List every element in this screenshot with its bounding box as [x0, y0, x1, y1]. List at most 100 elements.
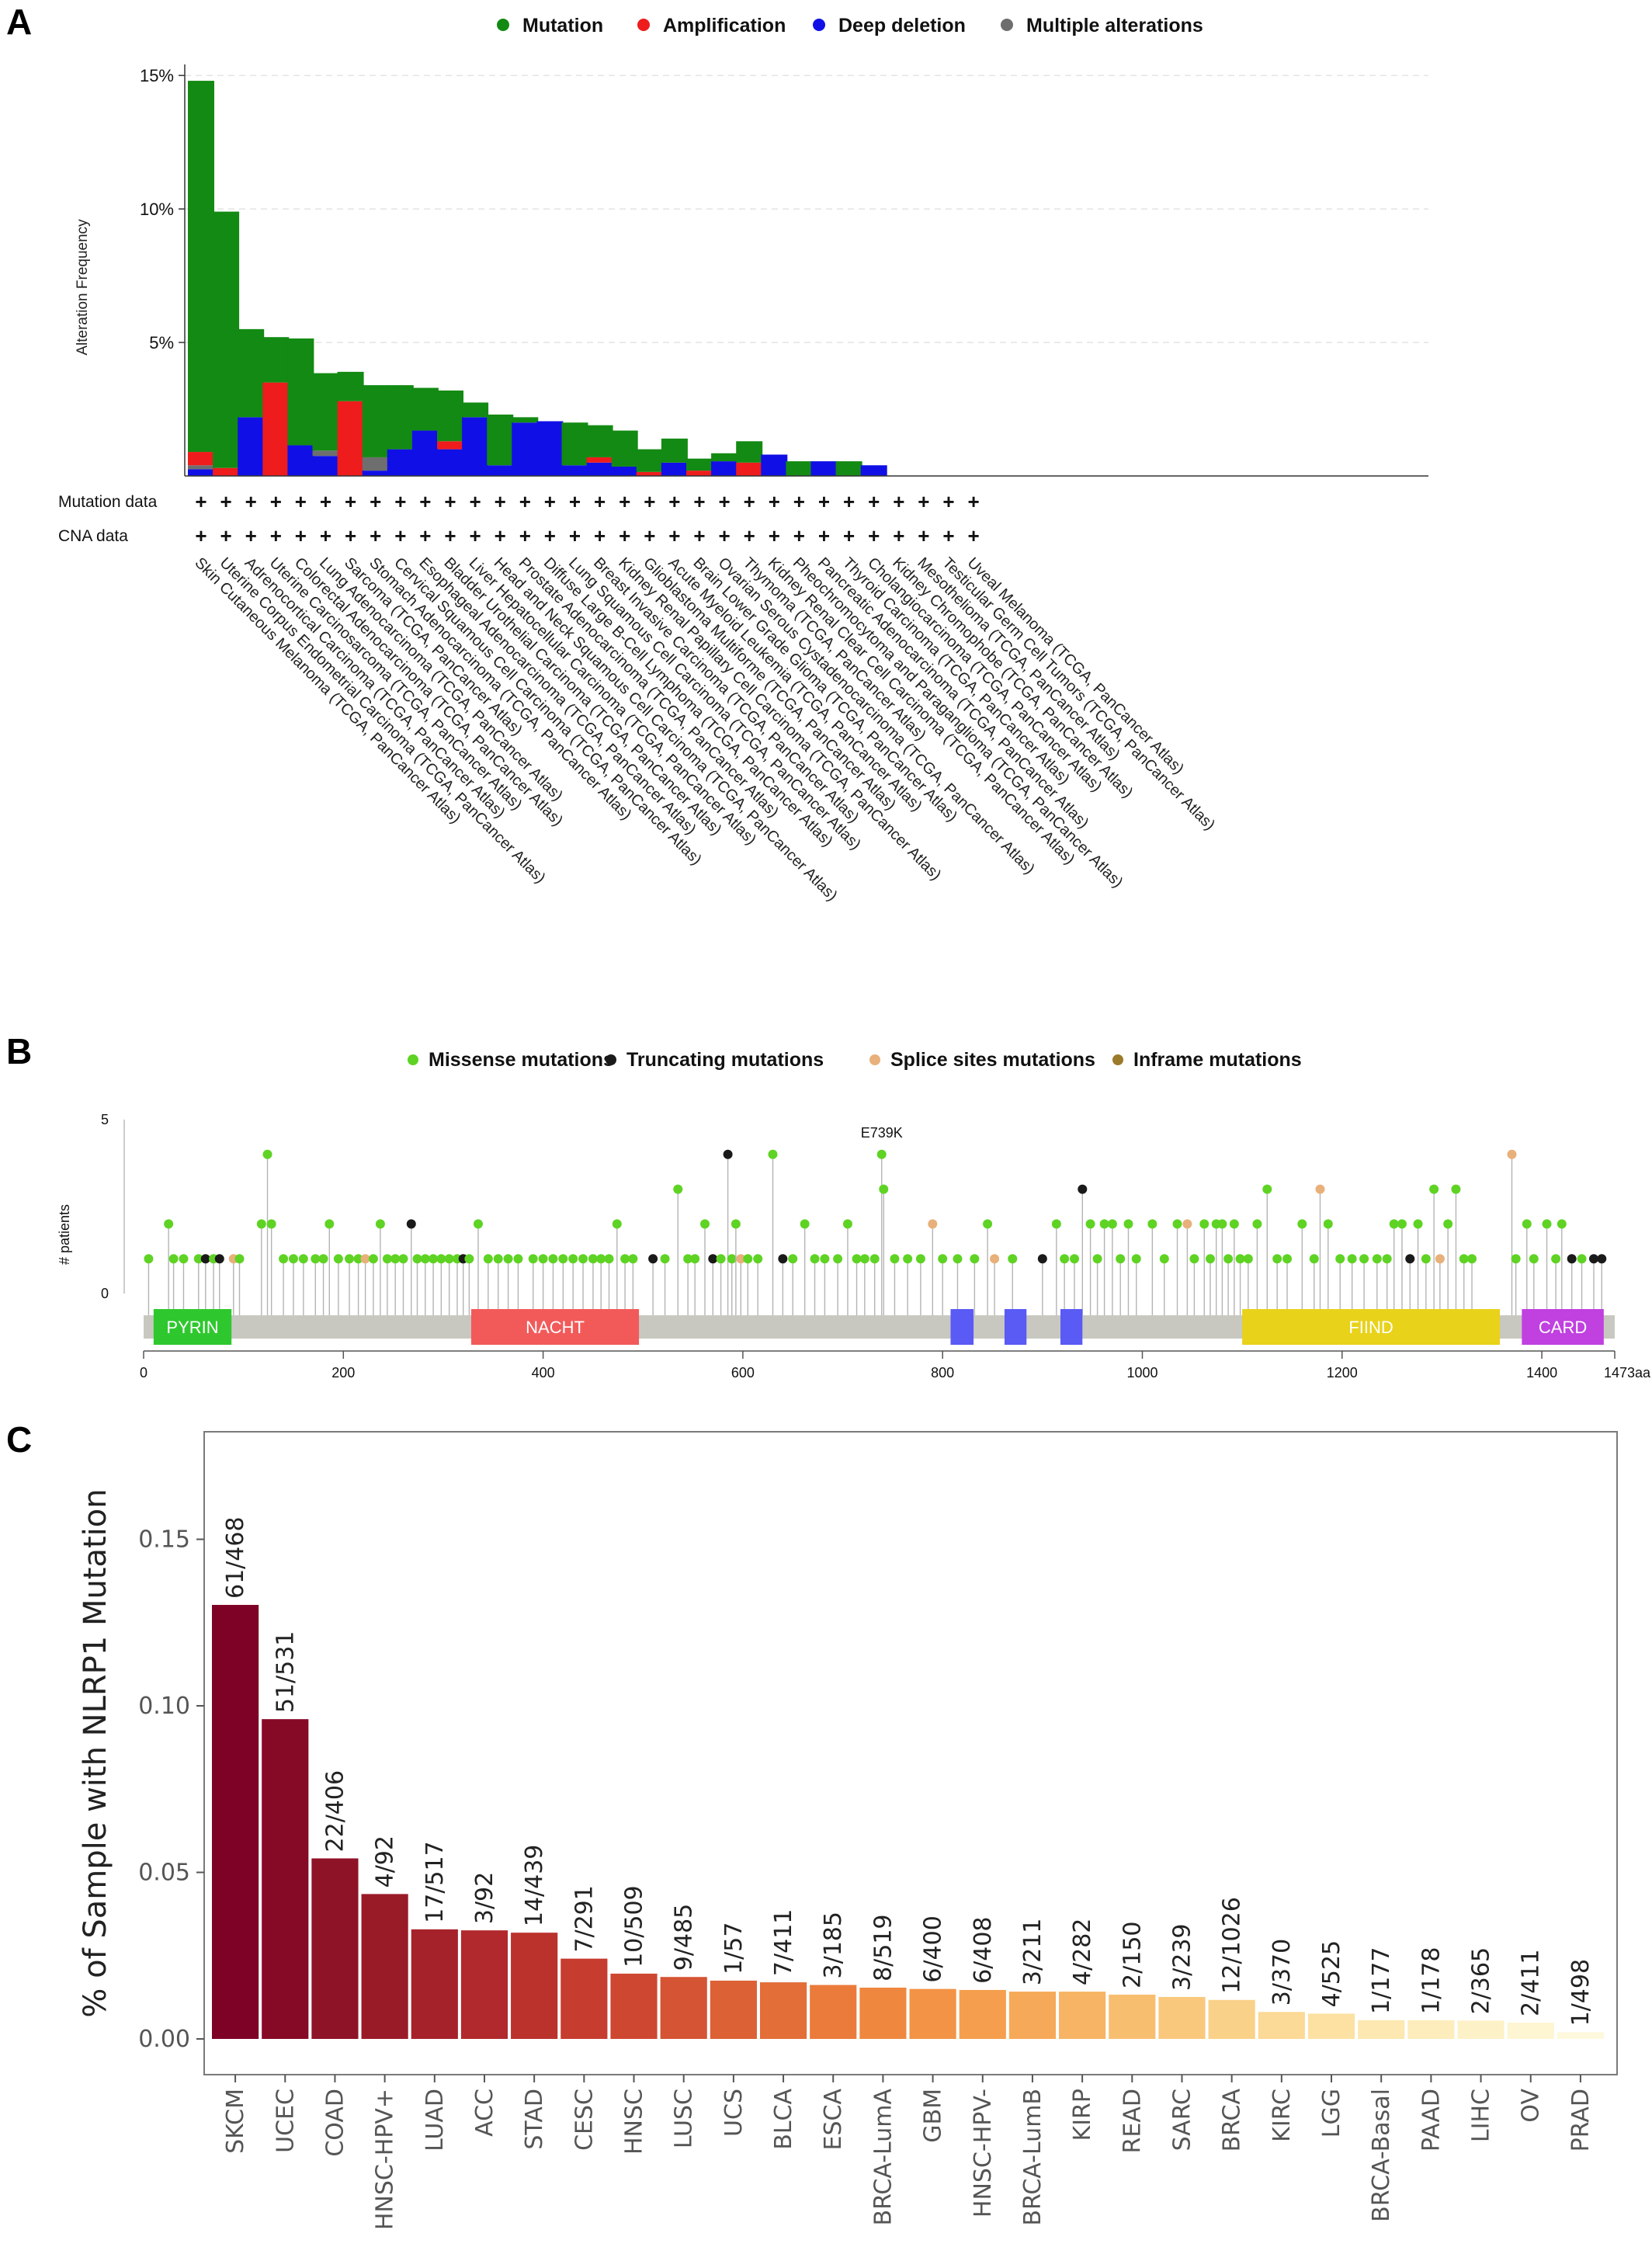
bar-label: 3/92: [471, 1872, 498, 1924]
row-marker: +: [519, 490, 531, 513]
lollipop-head: [398, 1254, 408, 1264]
lollipop-head: [1309, 1254, 1319, 1264]
lollipop-head: [1405, 1254, 1415, 1264]
row-marker: +: [470, 490, 481, 513]
bar-segment: [238, 328, 265, 418]
bar-segment: [362, 457, 389, 471]
bar-label: 2/150: [1119, 1921, 1146, 1988]
lollipop-head: [360, 1254, 370, 1264]
bar: [460, 1930, 508, 2039]
lollipop-head: [778, 1254, 788, 1264]
lollipop-head: [800, 1219, 810, 1229]
bar: [1307, 2013, 1355, 2039]
domain-label-0: PYRIN: [166, 1318, 218, 1337]
lollipop-head: [164, 1219, 174, 1229]
row-marker: +: [644, 490, 655, 513]
x-tick-label: SKCM: [222, 2089, 249, 2154]
lollipop-head: [1147, 1219, 1157, 1229]
lollipop-head: [1413, 1219, 1423, 1229]
domain-box-2: [950, 1309, 974, 1345]
bar: [311, 1858, 359, 2039]
lollipop-head: [200, 1254, 210, 1264]
row-marker: +: [569, 524, 581, 547]
lollipop-head: [1107, 1219, 1117, 1229]
bar-label: 4/282: [1069, 1919, 1096, 1985]
lollipop-head: [412, 1254, 422, 1264]
lollipop-head: [727, 1254, 737, 1264]
y-tick-label-5: 5: [101, 1112, 109, 1127]
row-marker: +: [918, 490, 929, 513]
x-tick-label: HNSC-HPV-: [970, 2089, 997, 2218]
lollipop-head: [548, 1254, 558, 1264]
lollipop-head: [648, 1254, 658, 1264]
row-marker: +: [270, 490, 282, 513]
y-tick-label-0: 5%: [149, 333, 174, 353]
row-marker: +: [569, 490, 581, 513]
row-marker: +: [668, 490, 680, 513]
lollipop-head: [1372, 1254, 1382, 1264]
legend-marker-2: [869, 1054, 880, 1065]
panel-c-axes: 0.00 0.05 0.10 0.15 SKCM UCEC COAD HNSC-HPV+ LUA…: [138, 1526, 1595, 2231]
lollipop-head: [716, 1254, 726, 1264]
lollipop-head: [753, 1254, 763, 1264]
domain-box-1: [470, 1309, 640, 1345]
panel-a-data-rows: Mutation data + + + + + + + + + + + + + + + + + + + + + + + + + + +…: [58, 490, 980, 547]
lollipop-head: [538, 1254, 548, 1264]
bar-segment: [711, 461, 738, 476]
x-tick-label-2: 400: [532, 1365, 555, 1381]
domain-box-3: [1004, 1309, 1027, 1345]
lollipop-head: [708, 1254, 718, 1264]
row-marker: +: [843, 524, 855, 547]
lollipop-head: [1205, 1254, 1215, 1264]
y-tick-label-1: 10%: [140, 200, 174, 219]
x-tick-label: KIRP: [1069, 2089, 1096, 2141]
bar-label: 3/185: [820, 1912, 847, 1978]
row-marker: +: [868, 524, 880, 547]
lollipop-head: [168, 1254, 179, 1264]
lollipop-head: [429, 1254, 439, 1264]
row-marker: +: [370, 490, 381, 513]
bar: [511, 1933, 558, 2039]
lollipop-head: [144, 1254, 154, 1264]
row-marker: +: [220, 490, 232, 513]
panel-b-letter: B: [6, 1031, 32, 1071]
lollipop-head: [596, 1254, 606, 1264]
row-marker: +: [495, 490, 506, 513]
bar-label: 51/531: [272, 1631, 299, 1714]
lollipop-head: [1315, 1184, 1325, 1194]
panel-b-lollipops: [144, 1149, 1607, 1315]
legend-marker-3: [1001, 19, 1013, 31]
bar: [1158, 1996, 1206, 2039]
bar-segment: [611, 430, 638, 467]
lollipop-head: [1597, 1254, 1607, 1264]
legend-marker-3: [1112, 1054, 1123, 1065]
lollipop-head: [736, 1254, 746, 1264]
lollipop-head: [1099, 1219, 1109, 1229]
y-tick-label-1: 0.05: [138, 1860, 190, 1887]
panel-b-annotation: E739K: [861, 1125, 903, 1141]
panel-c-y-axis-label: % of Sample with NLRP1 Mutation: [78, 1488, 113, 2017]
bar-segment: [387, 449, 414, 476]
lollipop-head: [683, 1254, 693, 1264]
bar: [361, 1894, 408, 2039]
lollipop-head: [368, 1254, 378, 1264]
row-marker: +: [195, 524, 206, 547]
lollipop-head: [1272, 1254, 1282, 1264]
bar-segment: [387, 385, 414, 450]
lollipop-head: [879, 1184, 889, 1194]
row-marker: +: [444, 524, 456, 547]
lollipop-head: [588, 1254, 598, 1264]
row-marker: +: [220, 524, 232, 547]
lollipop-head: [1389, 1219, 1399, 1229]
x-tick-label: LGG: [1318, 2089, 1345, 2138]
lollipop-head: [1507, 1149, 1517, 1159]
row-marker: +: [769, 490, 780, 513]
panel-a-axes: 5% 10% 15%: [140, 64, 1428, 477]
lollipop-head: [673, 1184, 683, 1194]
lollipop-head: [1092, 1254, 1102, 1264]
lollipop-head: [628, 1254, 638, 1264]
row-marker: +: [719, 524, 731, 547]
lollipop-head: [1159, 1254, 1169, 1264]
lollipop-head: [568, 1254, 578, 1264]
